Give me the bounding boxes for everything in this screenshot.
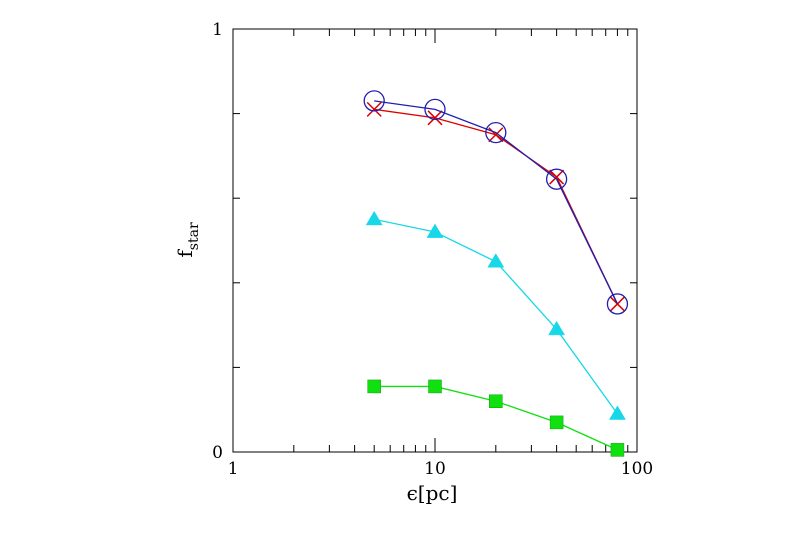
series-line xyxy=(374,108,619,305)
data-point xyxy=(428,379,442,394)
labels: ϵ[pc] fstar xyxy=(173,222,457,505)
data-point xyxy=(548,320,566,336)
x-tick-label: 1 xyxy=(228,459,239,479)
series-filled-square xyxy=(367,379,625,457)
data-point xyxy=(366,101,382,117)
data-point xyxy=(606,293,629,315)
data-point xyxy=(545,168,568,190)
series-x xyxy=(366,101,625,312)
x-axis-title: ϵ[pc] xyxy=(407,481,458,505)
data-point xyxy=(367,379,381,394)
series-layer xyxy=(363,90,629,457)
data-point xyxy=(426,223,444,238)
series-line xyxy=(374,100,619,305)
data-point xyxy=(610,443,625,457)
series-filled-triangle xyxy=(365,210,626,420)
series-line xyxy=(374,218,618,415)
data-point xyxy=(487,253,505,268)
x-tick-label: 100 xyxy=(621,459,653,479)
x-tick-label: 10 xyxy=(424,459,446,479)
data-point xyxy=(549,169,565,185)
y-tick-label: 1 xyxy=(212,20,223,40)
data-point xyxy=(363,90,385,112)
y-axis-title: fstar xyxy=(173,222,202,258)
data-point xyxy=(427,110,443,126)
y-tick-label: 0 xyxy=(212,443,223,463)
data-point xyxy=(549,415,564,430)
series-open-circle xyxy=(363,90,629,315)
y-axis-title-sub: star xyxy=(186,222,202,250)
data-point xyxy=(489,394,503,408)
data-point xyxy=(424,98,446,121)
data-point xyxy=(485,121,507,144)
data-point xyxy=(365,210,383,226)
data-point xyxy=(608,405,626,420)
data-point xyxy=(488,127,504,143)
y-axis-title-main: f xyxy=(173,249,197,258)
